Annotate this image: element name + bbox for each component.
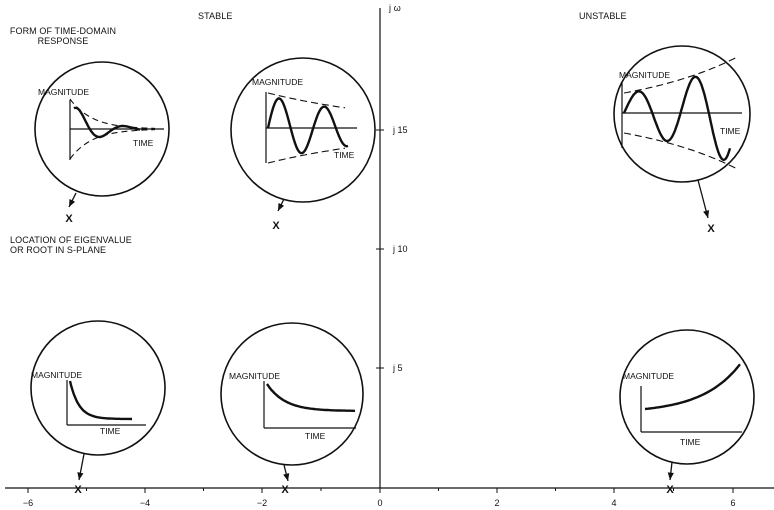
response-curve xyxy=(266,97,349,155)
inset-slow-damped-oscillation: MAGNITUDE TIME X xyxy=(230,57,376,232)
response-insets: MAGNITUDE TIME X MAGNITUDE TIME X MAGNITUDE TIM… xyxy=(30,45,755,496)
s-plane-axes: −6 −4 −2 0 2 4 6 j 5 j 10 j 15 xyxy=(5,8,774,508)
arrowhead xyxy=(703,210,710,218)
magnitude-label: MAGNITUDE xyxy=(252,77,303,87)
inset-circle xyxy=(220,322,364,466)
time-label: TIME xyxy=(334,150,355,160)
stable-label: STABLE xyxy=(198,11,233,21)
response-curve xyxy=(266,383,355,412)
arrowhead xyxy=(278,203,285,211)
y-tick-label: j 10 xyxy=(392,244,408,254)
upper-envelope xyxy=(623,56,739,94)
time-label: TIME xyxy=(680,437,701,447)
arrowhead xyxy=(77,472,84,480)
inset-growth: MAGNITUDE TIME X xyxy=(619,329,755,496)
eigenvalue-title: LOCATION OF EIGENVALUE OR ROOT IN S-PLAN… xyxy=(10,235,132,255)
imaginary-axis-label: j ω xyxy=(389,3,401,13)
root-marker: X xyxy=(74,484,82,496)
inset-circle xyxy=(619,329,755,465)
time-label: TIME xyxy=(305,431,326,441)
y-tick-label: j 5 xyxy=(392,363,403,373)
inset-circle xyxy=(30,320,166,456)
response-curve xyxy=(644,363,741,411)
magnitude-label: MAGNITUDE xyxy=(38,87,89,97)
magnitude-label: MAGNITUDE xyxy=(623,371,674,381)
response-curve xyxy=(622,75,732,162)
inset-growing-oscillation: MAGNITUDE TIME X xyxy=(613,45,751,235)
inset-damped-oscillation: MAGNITUDE TIME X xyxy=(34,61,170,225)
x-tick-label: 2 xyxy=(494,498,499,508)
inset-circle xyxy=(230,57,376,203)
y-tick-label: j 15 xyxy=(392,125,408,135)
root-marker: X xyxy=(707,223,715,235)
x-tick-label: 0 xyxy=(377,498,382,508)
lower-envelope xyxy=(623,132,739,170)
arrowhead xyxy=(283,473,290,481)
root-marker: X xyxy=(666,484,674,496)
magnitude-label: MAGNITUDE xyxy=(229,371,280,381)
x-tick-label: 6 xyxy=(730,498,735,508)
time-label: TIME xyxy=(100,426,121,436)
root-marker: X xyxy=(281,484,289,496)
inset-fast-decay: MAGNITUDE TIME X xyxy=(30,320,166,496)
lower-envelope xyxy=(69,129,156,160)
inset-slow-decay: MAGNITUDE TIME X xyxy=(220,322,364,496)
upper-envelope xyxy=(69,98,156,129)
x-tick-label: −6 xyxy=(23,498,33,508)
time-domain-title: FORM OF TIME-DOMAIN RESPONSE xyxy=(9,26,117,46)
x-tick-label: −2 xyxy=(257,498,267,508)
magnitude-label: MAGNITUDE xyxy=(31,370,82,380)
arrowhead xyxy=(69,199,76,207)
x-tick-label: −4 xyxy=(140,498,150,508)
x-tick-label: 4 xyxy=(611,498,616,508)
unstable-label: UNSTABLE xyxy=(579,11,627,21)
root-marker: X xyxy=(65,213,73,225)
response-curve xyxy=(68,380,132,421)
upper-envelope xyxy=(267,92,346,109)
magnitude-label: MAGNITUDE xyxy=(619,70,670,80)
time-label: TIME xyxy=(720,126,741,136)
lower-envelope xyxy=(267,147,346,164)
root-marker: X xyxy=(272,220,280,232)
arrowhead xyxy=(667,472,674,480)
inset-circle xyxy=(613,45,751,183)
response-curve xyxy=(73,106,141,139)
time-label: TIME xyxy=(133,138,154,148)
